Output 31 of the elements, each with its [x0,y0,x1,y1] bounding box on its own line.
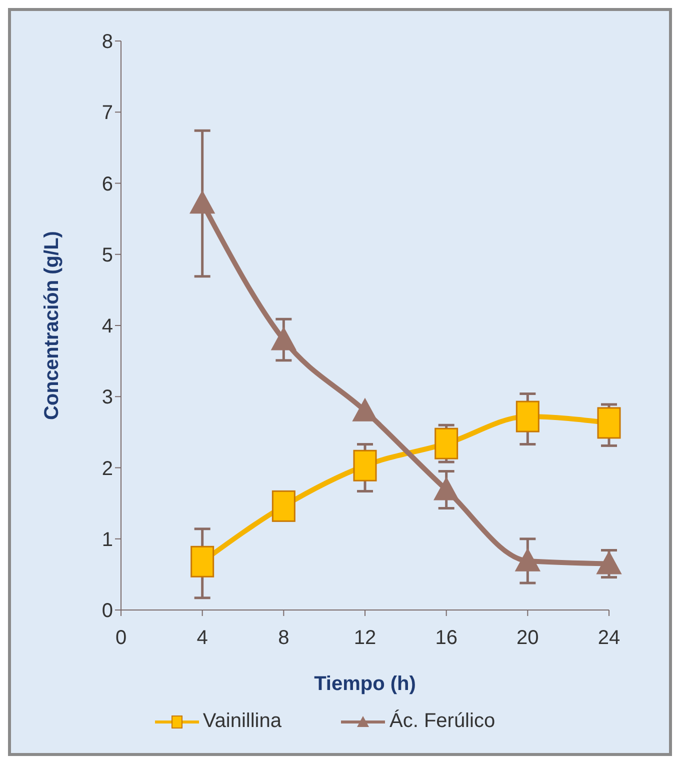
legend-label: Ác. Ferúlico [389,710,496,733]
point [353,450,377,482]
point [434,428,458,460]
point [271,327,296,350]
y-tick-label: 0 [102,600,113,622]
y-axis-title: Concentración (g/L) [41,231,64,420]
x-axis-title: Tiempo (h) [314,673,416,695]
x-tick-label: 20 [516,627,539,650]
y-tick-label: 2 [102,458,113,480]
point [516,400,540,432]
point [597,407,621,439]
y-tick-label: 6 [102,173,113,196]
point [352,398,378,422]
y-tick-label: 5 [102,244,113,266]
y-tick-label: 8 [102,31,113,54]
point [434,477,459,500]
y-tick-label: 3 [102,386,113,409]
point [515,548,540,572]
x-tick-label: 16 [435,627,458,650]
legend-label: Vainillina [202,710,282,733]
y-tick-label: 7 [102,102,113,124]
y-tick-label: 1 [102,528,113,551]
x-tick-label: 24 [598,627,620,650]
point [190,546,214,578]
point [190,190,215,214]
point [596,551,622,574]
y-tick-label: 4 [102,316,113,338]
x-tick-label: 4 [196,627,208,650]
x-tick-label: 8 [278,627,290,650]
point [272,490,296,522]
x-tick-label: 12 [354,627,376,650]
